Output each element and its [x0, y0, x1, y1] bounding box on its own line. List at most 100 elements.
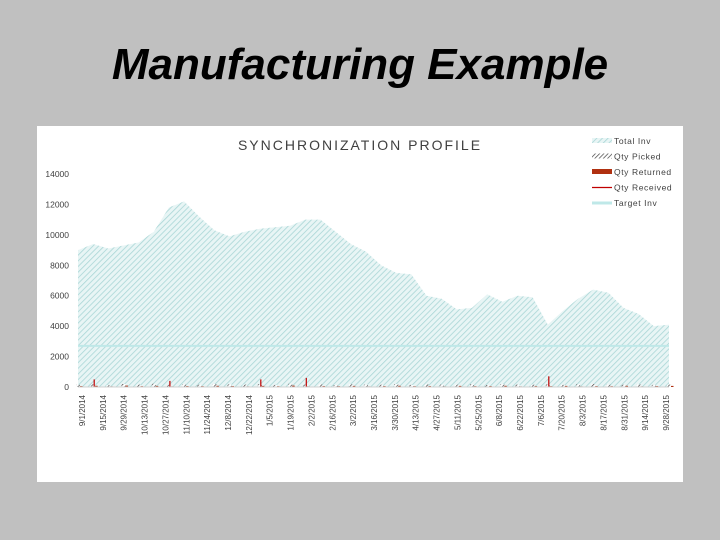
- legend-label: Qty Picked: [614, 152, 661, 162]
- y-tick-label: 10000: [45, 230, 69, 240]
- x-tick-label: 3/2/2015: [349, 394, 358, 426]
- bar-qty-returned: [398, 385, 401, 387]
- bar-qty-picked: [121, 384, 126, 387]
- x-tick-label: 8/17/2015: [599, 394, 608, 430]
- bar-qty-picked: [91, 384, 96, 387]
- x-tick-label: 9/29/2014: [120, 394, 129, 430]
- x-tick-label: 9/14/2015: [641, 394, 650, 430]
- y-tick-label: 2000: [50, 352, 69, 362]
- x-tick-label: 5/25/2015: [474, 394, 483, 430]
- legend-label: Total Inv: [614, 136, 651, 146]
- bar-qty-picked: [560, 384, 565, 387]
- bar-qty-picked: [136, 384, 141, 387]
- bar-qty-picked: [576, 384, 581, 387]
- x-tick-label: 7/20/2015: [558, 394, 567, 430]
- plot-area: [76, 201, 674, 388]
- y-tick-label: 4000: [50, 321, 69, 331]
- chart-svg: SYNCHRONIZATION PROFILE 0 2000 4000 6000 800…: [45, 136, 674, 435]
- x-tick-label: 5/11/2015: [453, 394, 462, 430]
- x-tick-label: 4/13/2015: [412, 394, 421, 430]
- bar-qty-picked: [424, 384, 429, 387]
- bar-qty-picked: [485, 385, 490, 387]
- bar-qty-returned: [564, 385, 568, 387]
- bar-qty-picked: [409, 384, 414, 387]
- x-tick-label: 6/22/2015: [516, 394, 525, 430]
- chart-panel: SYNCHRONIZATION PROFILE 0 2000 4000 6000 800…: [37, 126, 683, 482]
- bar-qty-picked: [273, 384, 277, 387]
- bar-qty-returned: [292, 385, 295, 387]
- bar-qty-picked: [651, 384, 656, 387]
- x-tick-label: 6/8/2015: [495, 394, 504, 426]
- legend-label: Target Inv: [614, 198, 657, 208]
- legend: Total Inv Qty Picked Qty Returned Qty Recei…: [592, 136, 672, 208]
- bar-qty-picked: [76, 384, 80, 387]
- x-tick-label: 12/8/2014: [224, 394, 233, 430]
- x-tick-label: 10/13/2014: [141, 394, 150, 435]
- bar-qty-picked: [166, 384, 171, 387]
- bar-qty-picked: [454, 384, 459, 387]
- bar-qty-returned: [155, 385, 159, 387]
- bar-qty-returned: [504, 385, 507, 387]
- chart-title: SYNCHRONIZATION PROFILE: [238, 137, 482, 153]
- y-tick-label: 8000: [50, 260, 69, 270]
- bar-qty-returned: [125, 385, 128, 387]
- bar-qty-returned: [458, 385, 462, 387]
- x-tick-label: 10/27/2014: [161, 394, 170, 435]
- bar-qty-picked: [212, 384, 217, 387]
- bar-qty-picked: [303, 384, 308, 387]
- x-tick-label: 1/19/2015: [287, 394, 296, 430]
- legend-swatch: [592, 169, 612, 174]
- series-total-inv-area: [78, 201, 669, 387]
- x-tick-label: 9/28/2015: [662, 394, 671, 430]
- bar-qty-picked: [197, 384, 202, 387]
- x-tick-label: 9/15/2014: [99, 394, 108, 430]
- bar-qty-picked: [106, 385, 111, 387]
- x-tick-label: 4/27/2015: [433, 394, 442, 430]
- bar-qty-returned: [352, 385, 356, 387]
- bar-qty-picked: [621, 384, 626, 387]
- bar-qty-picked: [500, 384, 505, 387]
- bar-qty-picked: [363, 384, 368, 387]
- bar-qty-picked: [182, 384, 187, 387]
- bar-qty-returned: [261, 385, 265, 387]
- x-tick-label: 7/6/2015: [537, 394, 546, 426]
- bar-qty-picked: [333, 385, 338, 387]
- bar-qty-picked: [439, 384, 444, 387]
- bar-qty-picked: [348, 384, 353, 387]
- y-tick-label: 6000: [50, 291, 69, 301]
- bar-qty-returned: [625, 385, 628, 387]
- x-tick-label: 3/30/2015: [391, 394, 400, 430]
- y-tick-label: 12000: [45, 199, 69, 209]
- bar-qty-picked: [242, 384, 247, 387]
- bar-qty-picked: [288, 383, 293, 387]
- bar-qty-picked: [151, 383, 156, 387]
- bar-qty-picked: [530, 384, 535, 387]
- bar-qty-picked: [667, 384, 671, 387]
- bar-qty-returned: [216, 385, 219, 387]
- x-tick-label: 2/2/2015: [307, 394, 316, 426]
- legend-swatch: [592, 153, 612, 159]
- legend-swatch: [592, 138, 612, 143]
- bar-qty-picked: [394, 384, 399, 387]
- x-axis: 9/1/2014 9/15/2014 9/29/2014 10/13/2014 10/2…: [78, 394, 671, 435]
- x-tick-label: 2/16/2015: [328, 394, 337, 430]
- bar-qty-picked: [470, 384, 474, 387]
- legend-label: Qty Received: [614, 183, 672, 193]
- bar-qty-picked: [257, 384, 262, 387]
- bar-qty-picked: [545, 384, 550, 387]
- legend-label: Qty Returned: [614, 167, 672, 177]
- bar-qty-picked: [515, 384, 520, 387]
- x-tick-label: 1/5/2015: [266, 394, 275, 426]
- bar-qty-returned: [95, 385, 98, 387]
- bar-qty-picked: [636, 384, 641, 387]
- y-tick-label: 14000: [45, 169, 69, 179]
- x-tick-label: 11/10/2014: [182, 394, 191, 434]
- x-tick-label: 9/1/2014: [78, 394, 87, 426]
- bar-qty-returned: [671, 385, 674, 387]
- y-axis: 0 2000 4000 6000 8000 10000 12000 14000: [45, 169, 69, 392]
- bar-qty-picked: [606, 384, 611, 387]
- bar-qty-picked: [227, 384, 232, 387]
- slide-title: Manufacturing Example: [111, 40, 609, 89]
- x-tick-label: 11/24/2014: [203, 394, 212, 434]
- y-tick-label: 0: [64, 382, 69, 392]
